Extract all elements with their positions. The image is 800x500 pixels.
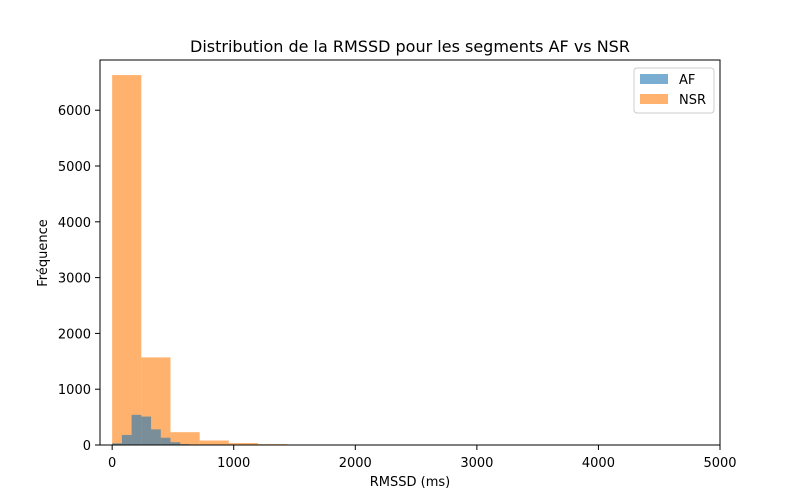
bars-group	[112, 75, 346, 445]
chart-title: Distribution de la RMSSD pour les segmen…	[190, 37, 630, 56]
x-axis-label: RMSSD (ms)	[370, 475, 450, 490]
bar-nsr-2	[170, 432, 200, 445]
y-axis-ticks: 0 1000 2000 3000 4000 5000 6000	[58, 104, 100, 454]
y-tick-label: 6000	[58, 104, 91, 119]
bar-af-5	[160, 437, 171, 445]
bar-af-6	[170, 442, 181, 445]
x-axis-ticks: 0 1000 2000 3000 4000 5000	[108, 445, 737, 471]
y-tick-label: 2000	[58, 327, 91, 342]
y-tick-label: 5000	[58, 160, 91, 175]
legend-label-nsr: NSR	[679, 93, 706, 108]
bar-af-4	[151, 429, 161, 445]
bar-nsr-0	[112, 75, 142, 445]
legend-swatch-nsr	[640, 94, 668, 104]
legend-label-af: AF	[679, 73, 695, 88]
x-tick-label: 1000	[217, 456, 250, 471]
x-tick-label: 5000	[703, 456, 736, 471]
bar-af-0	[112, 443, 122, 445]
x-tick-label: 4000	[582, 456, 615, 471]
bar-nsr-3	[199, 440, 229, 445]
y-tick-label: 1000	[58, 383, 91, 398]
y-tick-label: 3000	[58, 272, 91, 287]
plot-frame	[99, 59, 721, 446]
x-tick-label: 0	[108, 456, 116, 471]
y-tick-label: 4000	[58, 216, 91, 231]
bar-af-3	[141, 416, 152, 445]
x-tick-label: 2000	[339, 456, 372, 471]
x-tick-label: 3000	[460, 456, 493, 471]
bar-af-1	[121, 434, 132, 445]
y-axis-label: Fréquence	[36, 219, 51, 286]
bar-af-2	[131, 414, 142, 445]
y-tick-label: 0	[83, 439, 91, 454]
legend-swatch-af	[640, 74, 668, 84]
legend: AF NSR	[633, 67, 715, 114]
bar-nsr-4	[228, 443, 259, 445]
